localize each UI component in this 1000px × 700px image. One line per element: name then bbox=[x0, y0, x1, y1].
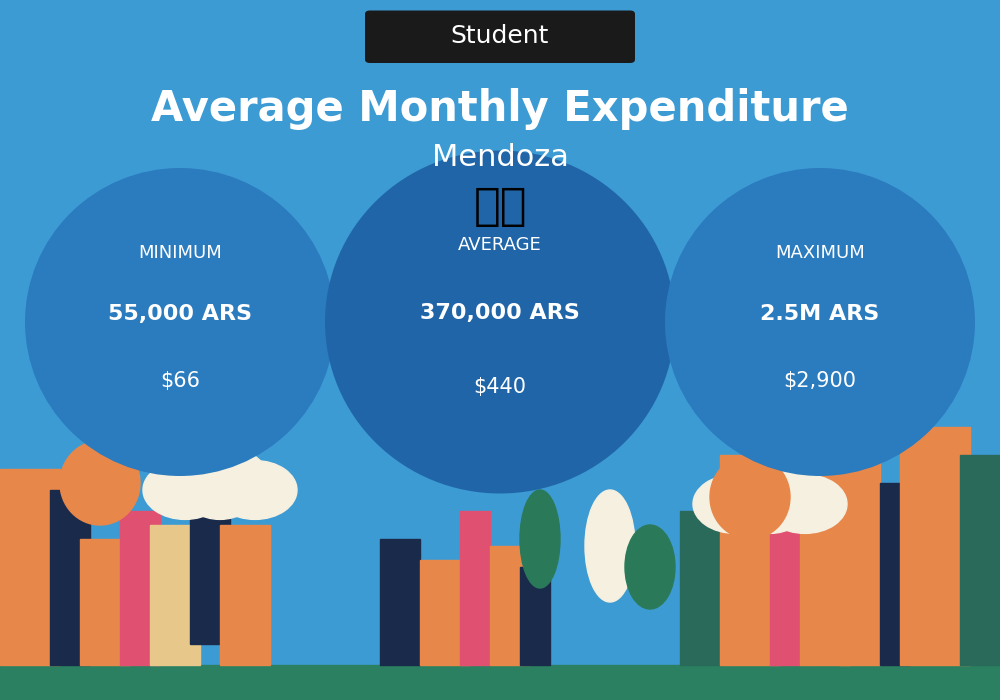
Circle shape bbox=[735, 484, 805, 533]
Bar bbox=[220, 525, 270, 665]
Bar bbox=[150, 525, 200, 665]
Bar bbox=[800, 469, 850, 665]
Bar bbox=[840, 441, 880, 665]
Bar bbox=[520, 567, 550, 665]
Ellipse shape bbox=[585, 490, 635, 602]
Ellipse shape bbox=[60, 441, 140, 525]
Bar bbox=[880, 483, 910, 665]
Ellipse shape bbox=[325, 150, 675, 494]
Text: $66: $66 bbox=[160, 370, 200, 391]
Bar bbox=[770, 525, 800, 665]
Text: MAXIMUM: MAXIMUM bbox=[775, 244, 865, 262]
Circle shape bbox=[693, 475, 777, 533]
Text: MINIMUM: MINIMUM bbox=[138, 244, 222, 262]
Bar bbox=[120, 511, 160, 665]
Ellipse shape bbox=[665, 168, 975, 476]
Text: 370,000 ARS: 370,000 ARS bbox=[420, 303, 580, 323]
Bar bbox=[490, 546, 530, 665]
Bar bbox=[900, 427, 970, 665]
Bar bbox=[460, 511, 490, 665]
Text: AVERAGE: AVERAGE bbox=[458, 236, 542, 254]
Bar bbox=[680, 511, 720, 665]
FancyBboxPatch shape bbox=[365, 10, 635, 63]
Bar bbox=[960, 455, 1000, 665]
Bar bbox=[720, 455, 780, 665]
Text: $2,900: $2,900 bbox=[784, 370, 856, 391]
Ellipse shape bbox=[710, 455, 790, 539]
Circle shape bbox=[185, 470, 255, 519]
Bar bbox=[380, 539, 420, 665]
Bar bbox=[80, 539, 130, 665]
Bar bbox=[0, 665, 1000, 700]
Ellipse shape bbox=[625, 525, 675, 609]
Circle shape bbox=[763, 475, 847, 533]
Circle shape bbox=[721, 460, 819, 528]
Text: 🇦🇷: 🇦🇷 bbox=[473, 185, 527, 228]
Text: Average Monthly Expenditure: Average Monthly Expenditure bbox=[151, 88, 849, 130]
Ellipse shape bbox=[25, 168, 335, 476]
Text: Mendoza: Mendoza bbox=[432, 143, 568, 172]
Bar bbox=[420, 560, 470, 665]
Ellipse shape bbox=[520, 490, 560, 588]
Circle shape bbox=[213, 461, 297, 519]
Bar bbox=[0, 469, 60, 665]
Text: Student: Student bbox=[451, 24, 549, 48]
Text: $440: $440 bbox=[474, 377, 526, 397]
Circle shape bbox=[143, 461, 227, 519]
Circle shape bbox=[171, 446, 269, 514]
Bar bbox=[50, 490, 90, 665]
Text: 55,000 ARS: 55,000 ARS bbox=[108, 304, 252, 324]
Bar bbox=[190, 462, 230, 644]
Text: 2.5M ARS: 2.5M ARS bbox=[760, 304, 880, 324]
